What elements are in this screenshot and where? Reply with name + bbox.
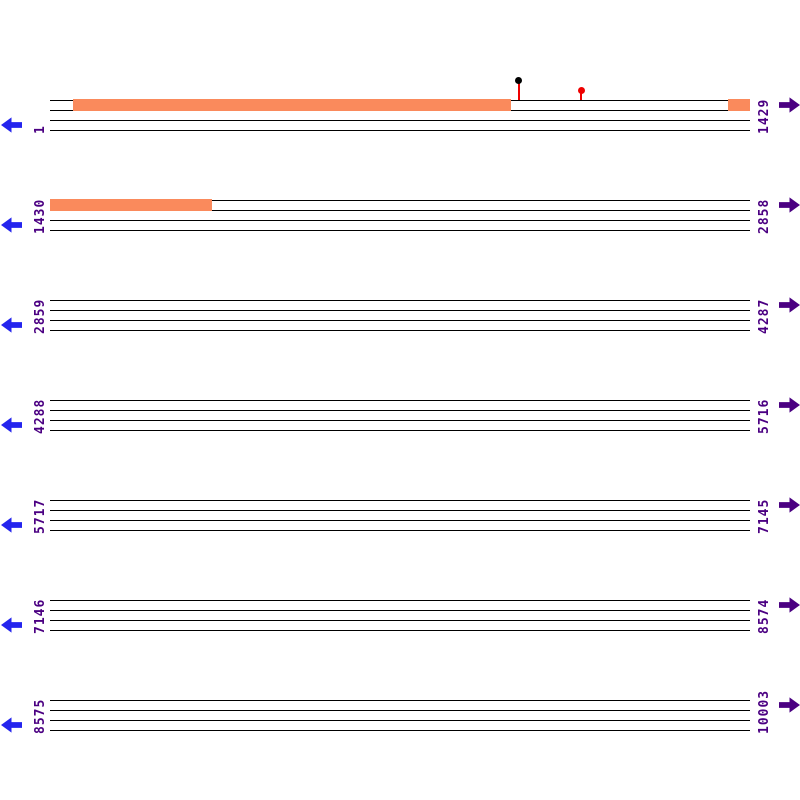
- left-arrow-icon[interactable]: [1, 716, 22, 734]
- top-strand-upper-line: [50, 700, 750, 701]
- map-row: 1430 2858: [0, 197, 800, 240]
- left-arrow-icon[interactable]: [1, 116, 22, 134]
- row-start-coordinate: 2859: [33, 298, 48, 334]
- row-end-coordinate: 5716: [757, 398, 772, 434]
- bottom-strand-upper-line: [50, 520, 750, 521]
- top-strand-upper-line: [50, 400, 750, 401]
- right-arrow-icon[interactable]: [779, 96, 800, 114]
- right-arrow-icon[interactable]: [779, 596, 800, 614]
- bottom-strand-lower-line: [50, 430, 750, 431]
- right-arrow-icon[interactable]: [779, 196, 800, 214]
- map-row: 5717 7145: [0, 497, 800, 540]
- row-end-coordinate: 8574: [757, 598, 772, 634]
- left-arrow-icon[interactable]: [1, 216, 22, 234]
- row-end-coordinate: 2858: [757, 198, 772, 234]
- marker-head[interactable]: [577, 86, 585, 94]
- bottom-strand-upper-line: [50, 220, 750, 221]
- top-strand-upper-line: [50, 500, 750, 501]
- right-arrow-icon[interactable]: [779, 296, 800, 314]
- left-arrow-icon[interactable]: [1, 316, 22, 334]
- row-end-coordinate: 1429: [757, 98, 772, 134]
- right-arrow-icon[interactable]: [779, 696, 800, 714]
- top-strand-upper-line: [50, 300, 750, 301]
- marker-head[interactable]: [515, 76, 523, 84]
- row-start-coordinate: 8575: [33, 698, 48, 734]
- feature-block[interactable]: [72, 99, 511, 111]
- row-start-coordinate: 5717: [33, 498, 48, 534]
- top-strand-lower-line: [50, 610, 750, 611]
- marker-stem: [580, 90, 582, 100]
- row-end-coordinate: 7145: [757, 498, 772, 534]
- top-strand-lower-line: [50, 310, 750, 311]
- top-strand-lower-line: [50, 710, 750, 711]
- row-start-coordinate: 4288: [33, 398, 48, 434]
- feature-block[interactable]: [50, 199, 213, 211]
- top-strand-lower-line: [50, 510, 750, 511]
- bottom-strand-upper-line: [50, 120, 750, 121]
- bottom-strand-upper-line: [50, 320, 750, 321]
- bottom-strand-lower-line: [50, 130, 750, 131]
- marker-stem: [517, 80, 520, 100]
- map-row: 2859 4287: [0, 297, 800, 340]
- row-start-coordinate: 1: [33, 125, 48, 134]
- bottom-strand-lower-line: [50, 730, 750, 731]
- right-arrow-icon[interactable]: [779, 496, 800, 514]
- map-row: 7146 8574: [0, 597, 800, 640]
- bottom-strand-upper-line: [50, 420, 750, 421]
- map-row: 4288 5716: [0, 397, 800, 440]
- map-row: 8575 10003: [0, 690, 800, 740]
- bottom-strand-upper-line: [50, 720, 750, 721]
- left-arrow-icon[interactable]: [1, 416, 22, 434]
- left-arrow-icon[interactable]: [1, 616, 22, 634]
- top-strand-lower-line: [50, 210, 750, 211]
- bottom-strand-upper-line: [50, 620, 750, 621]
- feature-block[interactable]: [727, 99, 750, 111]
- bottom-strand-lower-line: [50, 330, 750, 331]
- bottom-strand-lower-line: [50, 530, 750, 531]
- row-start-coordinate: 1430: [33, 198, 48, 234]
- left-arrow-icon[interactable]: [1, 516, 22, 534]
- row-end-coordinate: 4287: [757, 298, 772, 334]
- bottom-strand-lower-line: [50, 230, 750, 231]
- row-end-coordinate: 10003: [757, 689, 772, 734]
- top-strand-upper-line: [50, 600, 750, 601]
- right-arrow-icon[interactable]: [779, 396, 800, 414]
- bottom-strand-lower-line: [50, 630, 750, 631]
- top-strand-lower-line: [50, 410, 750, 411]
- top-strand-upper-line: [50, 200, 750, 201]
- row-start-coordinate: 7146: [33, 598, 48, 634]
